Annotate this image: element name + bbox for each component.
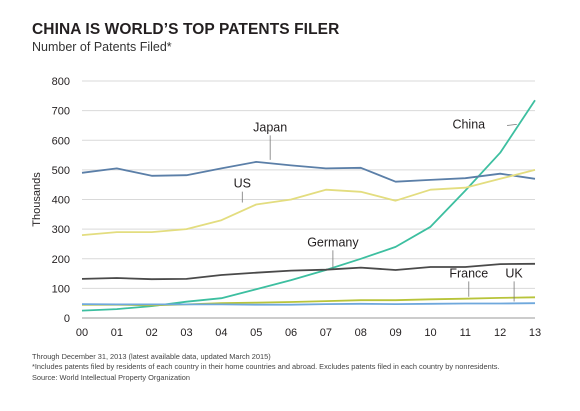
series-label-uk: UK: [505, 266, 523, 280]
y-tick-label: 0: [64, 313, 70, 325]
leader-line-china: [507, 124, 517, 126]
series-line-germany: [81, 262, 536, 281]
chart-subtitle: Number of Patents Filed*: [32, 40, 172, 54]
series-line-us: [81, 169, 536, 236]
x-tick-label: 04: [215, 327, 227, 339]
x-tick-label: 03: [180, 327, 192, 339]
series-label-china: China: [452, 117, 485, 131]
chart-title: CHINA IS WORLD’S TOP PATENTS FILER: [32, 21, 340, 38]
x-tick-label: 11: [460, 327, 471, 339]
y-tick-label: 300: [52, 224, 70, 236]
x-tick-label: 00: [76, 327, 88, 339]
x-tick-label: 01: [111, 327, 123, 339]
line-chart: 0 100 200 300 400 500 600 700 800 00 01 02 03 04 05 06 0…: [31, 76, 541, 339]
x-tick-label: 02: [146, 327, 158, 339]
x-tick-label: 07: [320, 327, 332, 339]
x-tick-label: 10: [424, 327, 436, 339]
x-tick-label: 05: [250, 327, 262, 339]
series-label-france: France: [449, 266, 488, 280]
x-tick-label: 13: [529, 327, 541, 339]
y-tick-label: 600: [52, 135, 70, 147]
footnotes: Through December 31, 2013 (latest availa…: [32, 352, 500, 383]
y-tick-label: 500: [52, 165, 70, 177]
x-tick-label: 06: [285, 327, 297, 339]
series-line-uk: [81, 302, 536, 306]
y-tick-label: 400: [52, 195, 70, 207]
y-tick-label: 700: [52, 106, 70, 118]
x-tick-label: 08: [355, 327, 367, 339]
footnote-date: Through December 31, 2013 (latest availa…: [32, 352, 271, 361]
series-line-japan: [81, 160, 536, 183]
y-axis-label: Thousands: [31, 172, 43, 227]
footnote-source: Source: World Intellectual Property Orga…: [32, 372, 191, 382]
x-tick-label: 09: [389, 327, 401, 339]
footnote-definition: *Includes patents filed by residents of …: [32, 362, 500, 372]
series-label-us: US: [234, 177, 251, 191]
y-tick-label: 100: [52, 283, 70, 295]
x-tick-label: 12: [494, 327, 506, 339]
y-tick-label: 200: [52, 254, 70, 266]
series-label-germany: Germany: [307, 235, 359, 249]
y-tick-label: 800: [52, 76, 70, 88]
series-label-japan: Japan: [253, 120, 287, 134]
